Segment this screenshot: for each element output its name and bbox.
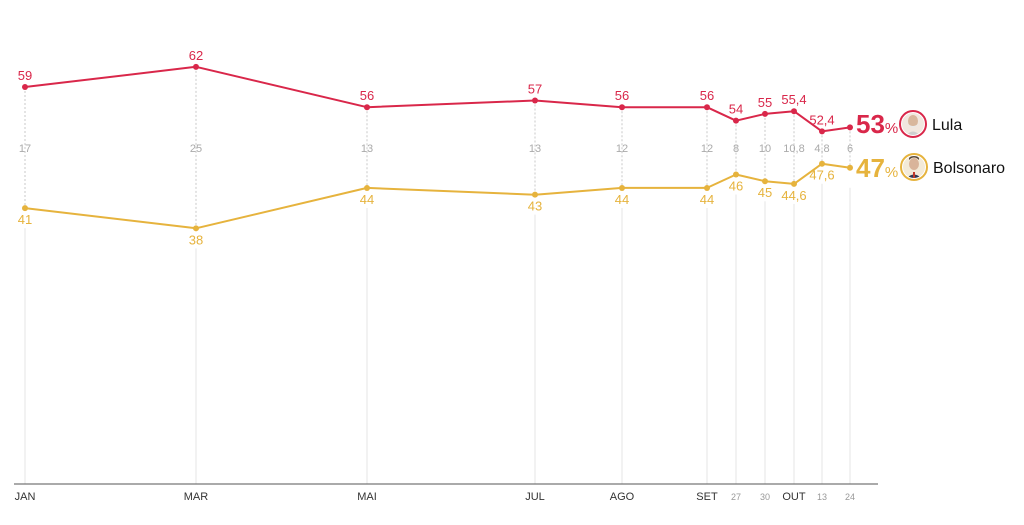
value-label-lula: 62 — [189, 48, 203, 63]
bolsonaro-name: Bolsonaro — [933, 160, 1005, 177]
series-line-lula — [24, 65, 851, 133]
data-point-bolsonaro — [364, 184, 370, 191]
lula-avatar-icon — [899, 110, 927, 138]
data-point-bolsonaro — [819, 160, 825, 167]
value-label-lula: 55 — [758, 95, 772, 110]
value-label-bolsonaro: 38 — [189, 232, 203, 247]
x-tick-label: MAR — [184, 491, 209, 503]
bolsonaro-final-percent: 47% — [856, 153, 898, 183]
value-label-lula: 54 — [729, 102, 743, 117]
data-point-bolsonaro — [532, 191, 538, 198]
lula-end-label: 53% Lula — [856, 109, 962, 139]
value-label-bolsonaro: 44 — [360, 192, 374, 207]
gap-label: 10 — [759, 143, 771, 155]
value-label-bolsonaro: 44 — [700, 192, 714, 207]
gap-label: 13 — [361, 143, 373, 155]
value-label-bolsonaro: 44 — [615, 192, 629, 207]
value-label-lula: 55,4 — [781, 92, 806, 107]
data-point-lula — [364, 104, 370, 111]
value-label-bolsonaro: 44,6 — [781, 188, 806, 203]
data-point-bolsonaro — [847, 164, 853, 171]
data-point-lula — [791, 108, 797, 115]
data-point-lula — [22, 84, 28, 91]
value-label-lula: 52,4 — [809, 112, 834, 127]
gap-label: 25 — [190, 143, 202, 155]
x-tick-label: 24 — [845, 492, 855, 502]
gridlines — [24, 66, 851, 484]
series-line-bolsonaro — [24, 162, 851, 230]
data-points — [22, 63, 853, 232]
value-label-bolsonaro: 46 — [729, 178, 743, 193]
data-point-lula — [762, 110, 768, 117]
data-point-lula — [847, 124, 853, 131]
value-label-bolsonaro: 43 — [528, 199, 542, 214]
x-tick-labels: JAN MAR MAI JUL AGO SET 27 30 OUT 13 24 — [15, 491, 855, 503]
value-label-lula: 59 — [18, 68, 32, 83]
data-point-bolsonaro — [762, 178, 768, 185]
value-label-lula: 56 — [700, 88, 714, 103]
x-tick-label: MAI — [357, 491, 377, 503]
data-point-bolsonaro — [193, 225, 199, 232]
x-tick-label: JAN — [15, 491, 36, 503]
x-tick-label: AGO — [610, 491, 635, 503]
gap-label: 4,8 — [814, 143, 829, 155]
data-point-lula — [619, 104, 625, 111]
x-tick-label: 30 — [760, 492, 770, 502]
value-labels: 59 62 56 57 56 56 54 55 55,452,4 41 38 44 43 44 44 46 45… — [18, 48, 835, 247]
series-lines — [24, 65, 851, 230]
data-point-lula — [193, 63, 199, 70]
value-label-lula: 57 — [528, 81, 542, 96]
gap-label: 6 — [847, 143, 853, 155]
data-point-lula — [532, 97, 538, 104]
lula-final-percent: 53% — [856, 109, 898, 139]
value-label-lula: 56 — [615, 88, 629, 103]
gap-label: 12 — [701, 143, 713, 155]
gap-label: 13 — [529, 143, 541, 155]
gap-label: 8 — [733, 143, 739, 155]
bolsonaro-end-label: 47% Bolsonaro — [856, 153, 1005, 183]
data-point-bolsonaro — [791, 180, 797, 187]
lula-name: Lula — [932, 117, 962, 134]
value-label-lula: 56 — [360, 88, 374, 103]
data-point-lula — [819, 128, 825, 135]
x-tick-label: SET — [696, 491, 718, 503]
data-point-bolsonaro — [704, 184, 710, 191]
value-label-bolsonaro: 41 — [18, 212, 32, 227]
data-point-bolsonaro — [619, 184, 625, 191]
x-tick-label: JUL — [525, 491, 545, 503]
value-label-bolsonaro: 45 — [758, 185, 772, 200]
value-label-bolsonaro: 47,6 — [809, 168, 834, 183]
data-point-bolsonaro — [733, 171, 739, 178]
bolsonaro-avatar-icon — [900, 153, 928, 181]
x-tick-label: 27 — [731, 492, 741, 502]
x-tick-label: 13 — [817, 492, 827, 502]
data-point-lula — [733, 117, 739, 124]
gap-labels: 17 25 13 13 12 12 8 10 10,8 4,8 6 — [19, 143, 853, 155]
data-point-bolsonaro — [22, 205, 28, 212]
gap-label: 17 — [19, 143, 31, 155]
gap-label: 12 — [616, 143, 628, 155]
x-tick-label: OUT — [782, 491, 806, 503]
data-point-lula — [704, 104, 710, 111]
gap-label: 10,8 — [783, 143, 804, 155]
